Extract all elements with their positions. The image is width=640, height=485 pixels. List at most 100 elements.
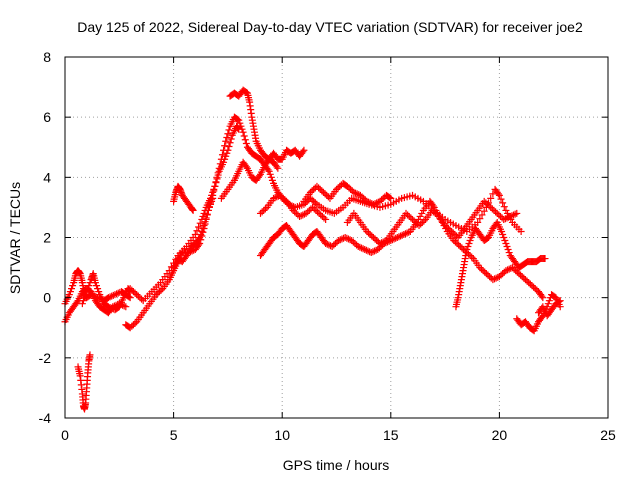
data-point (503, 243, 511, 251)
data-point (505, 249, 513, 257)
data-point (374, 246, 382, 254)
plot-frame (64, 56, 609, 419)
data-point (368, 232, 376, 240)
data-point (203, 210, 211, 218)
data-point (403, 229, 411, 237)
data-point (525, 279, 533, 287)
data-point (324, 193, 332, 201)
data-point (463, 246, 471, 254)
data-point (258, 208, 266, 216)
data-point (465, 240, 473, 248)
data-point (431, 209, 439, 217)
data-point (319, 188, 327, 196)
data-point (289, 206, 297, 214)
data-point (66, 288, 74, 296)
data-point (84, 285, 92, 293)
data-point (128, 322, 136, 330)
y-tick-label: 0 (43, 290, 51, 306)
data-point (458, 244, 466, 252)
x-tick-label: 10 (274, 427, 290, 443)
data-point (354, 243, 362, 251)
data-point (526, 280, 534, 288)
data-point (474, 218, 482, 226)
data-point (487, 194, 495, 202)
data-point (210, 185, 218, 193)
data-point (334, 184, 342, 192)
data-point (299, 211, 307, 219)
data-point (299, 148, 307, 156)
data-point (378, 196, 386, 204)
data-point (507, 264, 515, 272)
data-point (390, 235, 398, 243)
data-point (347, 185, 355, 193)
data-point (218, 151, 226, 159)
data-point (255, 172, 263, 180)
data-point (345, 184, 353, 192)
data-point (405, 212, 413, 220)
data-point (371, 200, 379, 208)
data-point (235, 116, 243, 124)
data-point (486, 273, 494, 281)
data-point (451, 230, 459, 238)
data-point (316, 185, 324, 193)
data-point (129, 321, 137, 329)
data-point (510, 211, 518, 219)
data-point (305, 206, 313, 214)
data-point (351, 240, 359, 248)
data-point (311, 199, 319, 207)
data-point (225, 126, 233, 134)
data-point (291, 208, 299, 216)
series-sat-track-j (217, 155, 282, 202)
data-point (544, 300, 552, 308)
data-point (449, 229, 457, 237)
data-point (126, 324, 134, 332)
data-point (444, 224, 452, 232)
data-point (502, 240, 510, 248)
data-point (371, 247, 379, 255)
data-point (91, 279, 99, 287)
data-point (417, 220, 425, 228)
data-point (308, 187, 316, 195)
data-point (430, 208, 438, 216)
data-point (274, 164, 282, 172)
data-point (306, 188, 314, 196)
data-point (208, 197, 216, 205)
data-point (320, 214, 328, 222)
data-point (196, 219, 204, 227)
data-point (313, 208, 321, 216)
data-point (511, 210, 519, 218)
data-point (297, 212, 305, 220)
data-point (353, 190, 361, 198)
data-point (358, 193, 366, 201)
data-point (317, 211, 325, 219)
ticks-layer: 0 5 10 15 20 25 -4 -2 0 2 4 6 8 (39, 49, 616, 443)
data-point (364, 247, 372, 255)
data-point (106, 293, 114, 301)
data-point (312, 206, 320, 214)
data-point (195, 235, 203, 243)
data-point (538, 313, 546, 321)
data-point (412, 218, 420, 226)
data-point (157, 286, 165, 294)
series-sat-track-h (170, 194, 217, 272)
data-point (268, 176, 276, 184)
data-point (221, 142, 229, 150)
data-point (79, 297, 87, 305)
data-point (281, 196, 289, 204)
data-point (81, 294, 89, 302)
data-point (448, 227, 456, 235)
data-point (276, 191, 284, 199)
data-point (126, 285, 134, 293)
data-point (265, 167, 273, 175)
data-point (392, 234, 400, 242)
data-point (302, 209, 310, 217)
data-point (222, 137, 230, 145)
data-point (279, 194, 287, 202)
chart-title: Day 125 of 2022, Sidereal Day-to-day VTE… (77, 19, 583, 35)
y-tick-label: -2 (39, 350, 52, 366)
data-point (261, 205, 269, 213)
data-point (521, 276, 529, 284)
data-point (349, 238, 357, 246)
data-point (220, 158, 228, 166)
